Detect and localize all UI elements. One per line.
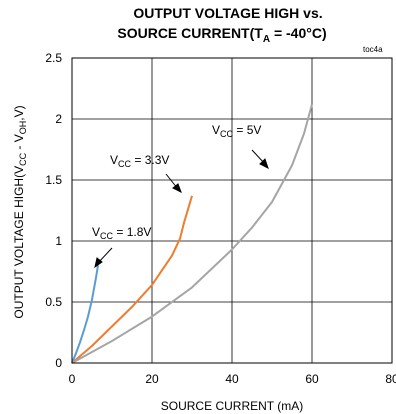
y-axis-label-sub1: CC <box>18 152 28 165</box>
series-line-1 <box>71 265 99 364</box>
y-tick-label: 0 <box>55 356 62 370</box>
y-tick-label: 2.5 <box>45 51 62 65</box>
arrow-5v-head <box>259 158 269 169</box>
series-line-3 <box>71 104 313 364</box>
chart-title-line1: OUTPUT VOLTAGE HIGH vs. <box>133 5 322 21</box>
y-tick-label: 0.5 <box>45 295 62 309</box>
arrow-5v-spacer <box>236 148 240 150</box>
annotation-vcc-5v: VCC = 5V <box>212 123 261 139</box>
y-axis-label-main: OUTPUT VOLTAGE HIGH(V <box>12 166 26 319</box>
chart-title-line2: SOURCE CURRENT(TA = -40°C) <box>117 25 326 45</box>
x-tick-label: 20 <box>145 372 159 386</box>
y-tick-label: 1 <box>55 234 62 248</box>
y-tick-label: 2 <box>55 112 62 126</box>
series-layer <box>71 104 313 364</box>
x-tick-label: 40 <box>225 372 239 386</box>
grid-layer <box>72 58 392 363</box>
annotation-arrows <box>94 148 269 269</box>
chart-title-line2-main: SOURCE CURRENT(T <box>117 25 263 41</box>
y-axis-label-sub2: OH <box>18 121 28 135</box>
chart-title-line2-subscript: A <box>263 34 270 45</box>
figure-code: toc4a <box>363 45 383 54</box>
x-axis-label: SOURCE CURRENT (mA) <box>161 399 303 413</box>
series-line-2 <box>71 195 193 364</box>
y-tick-label: 1.5 <box>45 173 62 187</box>
chart-title-line2-tail: = -40°C) <box>270 25 327 41</box>
y-axis-label-tail: ,V) <box>12 105 26 120</box>
x-tick-label: 80 <box>385 372 396 386</box>
tick-label-layer: 0 20 40 60 80 0 0.5 1 1.5 2 2.5 <box>45 51 396 386</box>
plot-frame <box>71 57 393 364</box>
y-axis-label-mid: - V <box>12 134 26 153</box>
arrow-1-8v-head <box>94 257 103 269</box>
y-axis-label: OUTPUT VOLTAGE HIGH(VCC - VOH,V) <box>12 105 28 318</box>
x-tick-label: 0 <box>69 372 76 386</box>
annotation-vcc-1-8v: VCC = 1.8V <box>92 225 151 241</box>
arrow-3-3v-head <box>172 183 182 194</box>
x-tick-label: 60 <box>305 372 319 386</box>
annotation-vcc-3-3v: VCC = 3.3V <box>110 153 169 169</box>
